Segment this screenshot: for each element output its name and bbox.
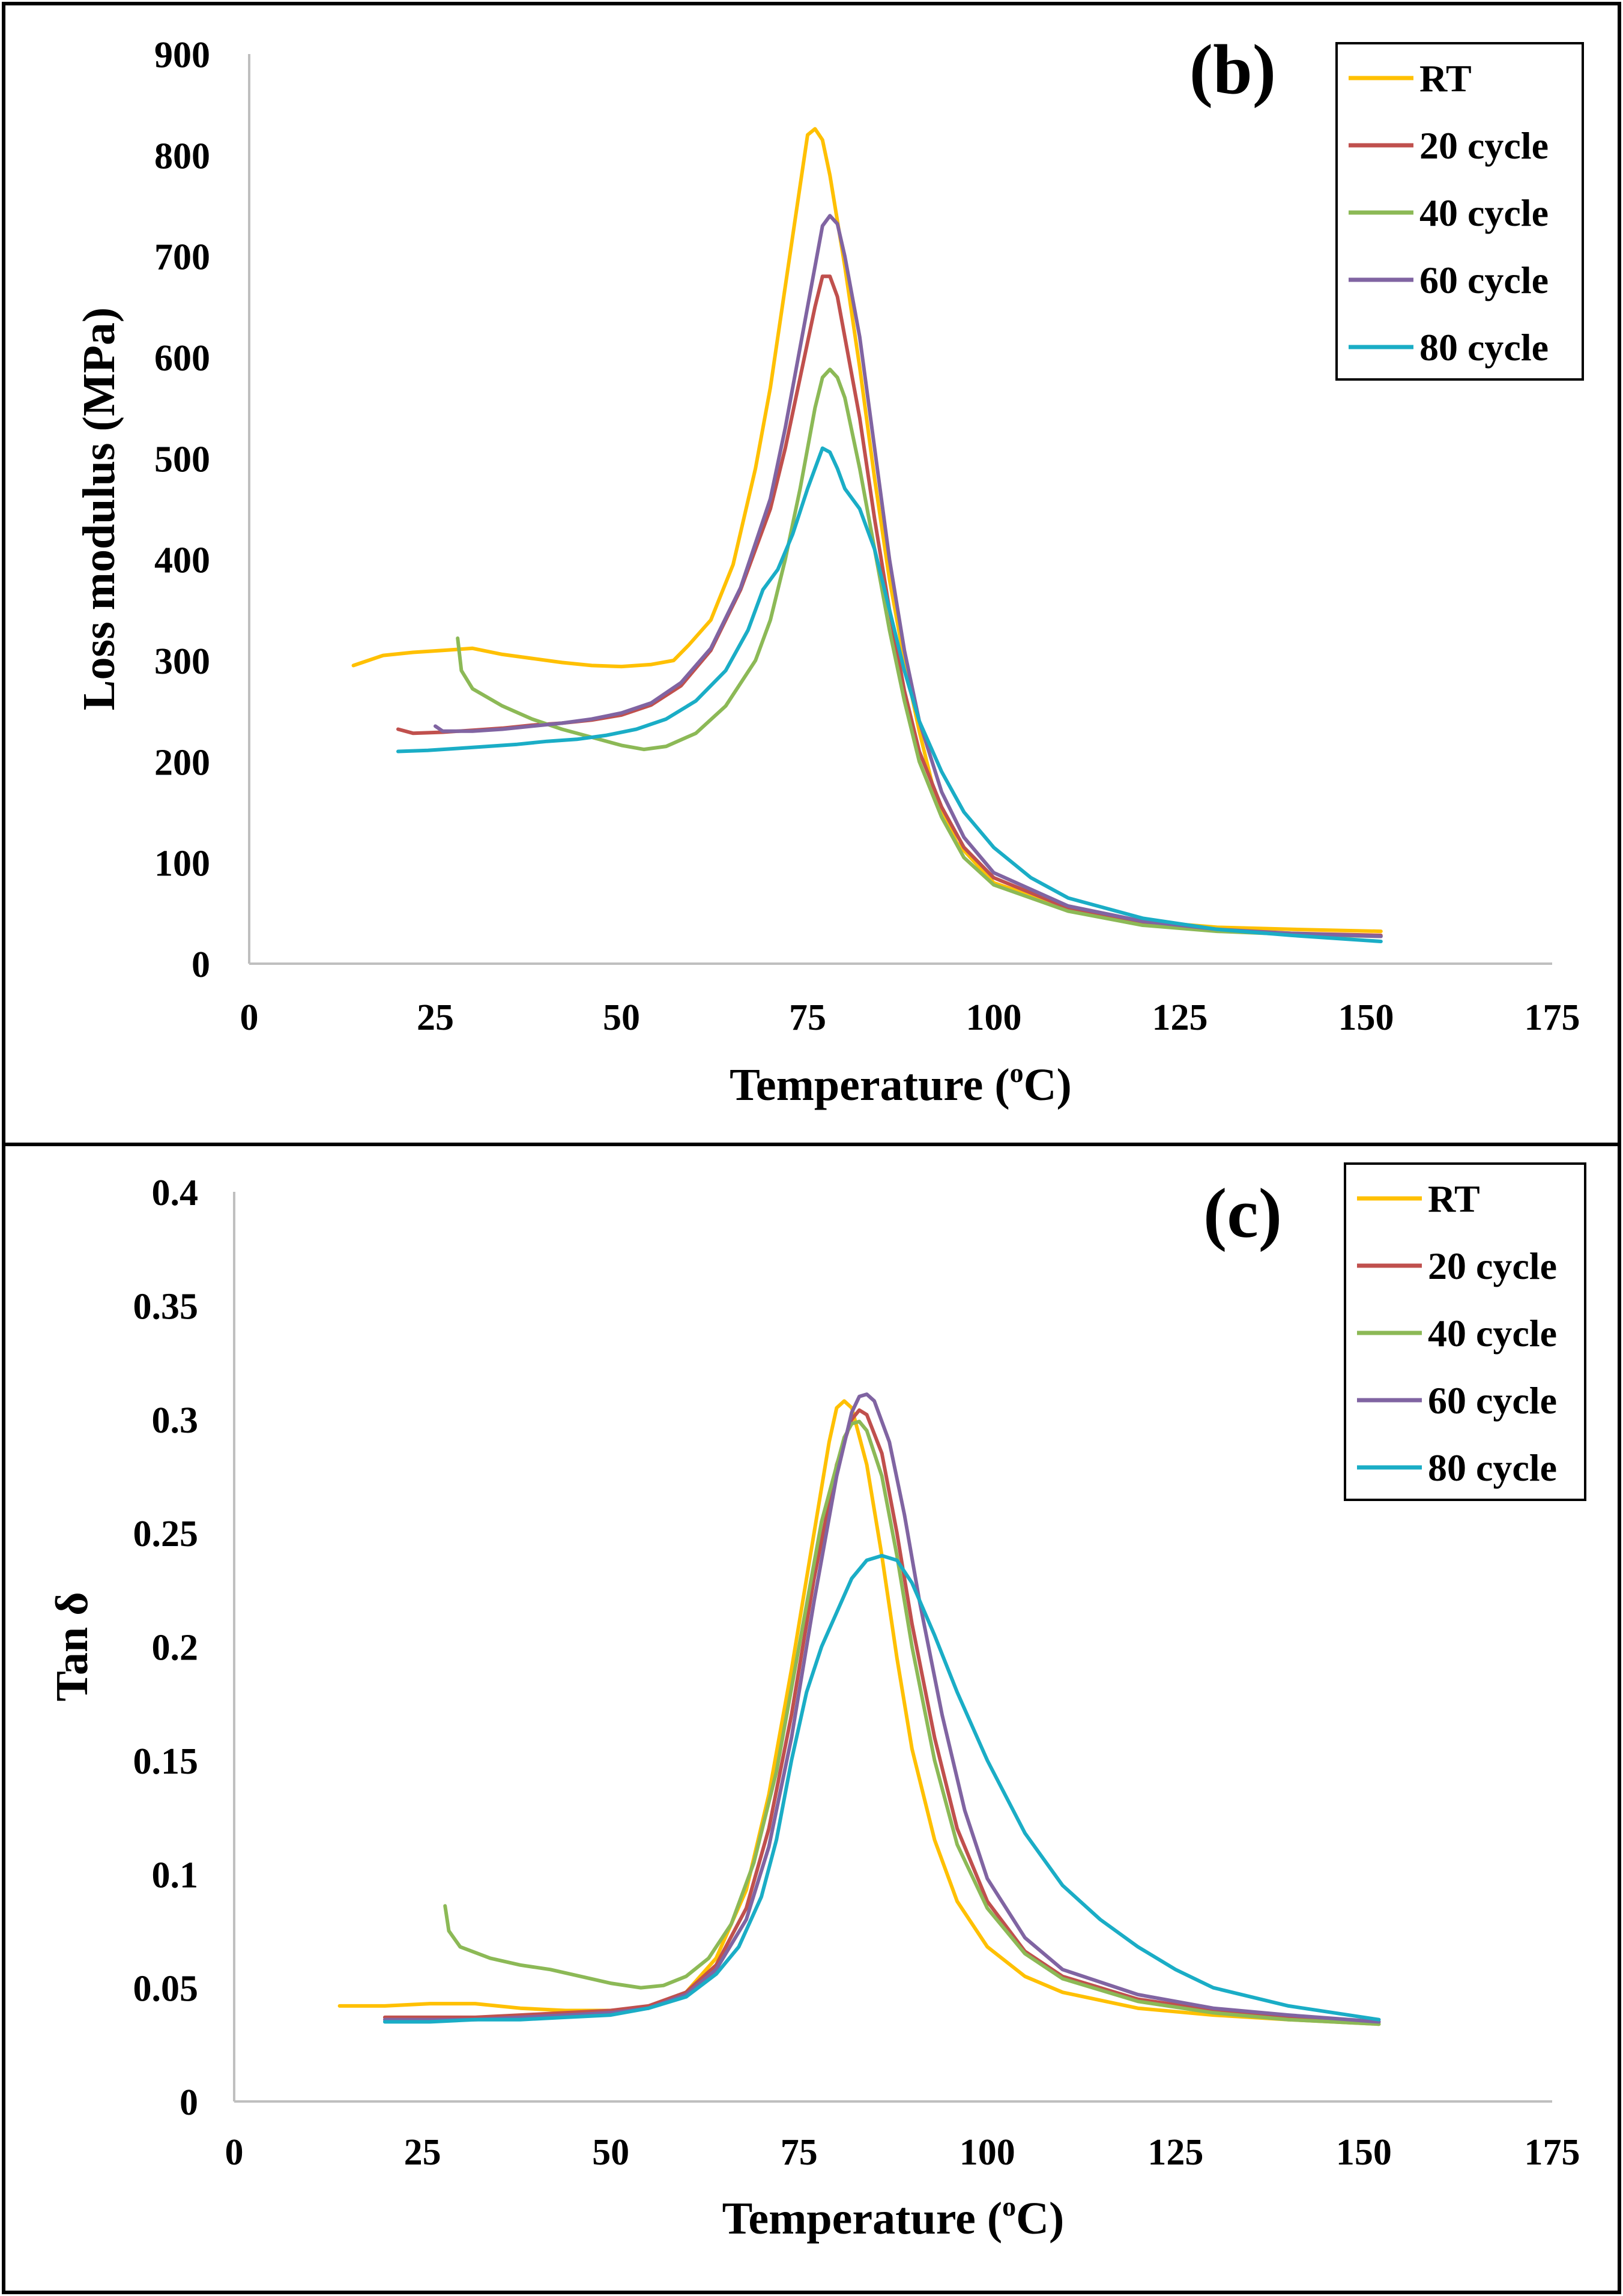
x-axis-label: Temperature (oC)	[722, 2191, 1065, 2244]
y-axis-label: Loss modulus (MPa)	[74, 307, 124, 710]
y-tick-label: 600	[154, 338, 210, 379]
y-tick-label: 0.3	[152, 1400, 199, 1441]
series-line-80-cycle	[382, 1554, 1381, 2024]
series-line-60-cycle	[434, 214, 1383, 938]
series-line-40-cycle	[443, 1419, 1381, 2026]
y-tick-label: 0.25	[133, 1514, 199, 1554]
x-axis-label-main: Temperature (	[722, 2193, 1002, 2244]
legend-label: 40 cycle	[1428, 1312, 1557, 1355]
series-line-rt	[337, 1399, 1381, 2026]
y-tick-label: 0.15	[133, 1741, 199, 1782]
x-tick-label: 150	[1338, 997, 1394, 1038]
legend-label: RT	[1428, 1177, 1480, 1220]
y-tick-label: 0.1	[152, 1855, 199, 1896]
x-axis-label-superscript: o	[1002, 2191, 1016, 2222]
tan-delta-chart: 0 0.05 0.1 0.15 0.2 0.25 0.3 0.35 0.4 0 25 50 75 100 1…	[47, 1162, 1586, 2244]
y-tick-label: 500	[154, 439, 210, 480]
y-tick-label: 300	[154, 641, 210, 682]
x-tick-label: 100	[960, 2132, 1015, 2173]
x-tick-label: 75	[789, 997, 826, 1038]
series-line-60-cycle	[382, 1392, 1381, 2024]
legend-label: RT	[1419, 57, 1472, 100]
y-tick-label: 0.05	[133, 1969, 199, 2010]
y-tick-label: 800	[154, 136, 210, 177]
x-tick-label: 50	[592, 2132, 629, 2173]
x-tick-label: 125	[1147, 2132, 1203, 2173]
loss-modulus-chart: 0 100 200 300 400 500 600 700 800 900 0 25 50 75 100 12…	[74, 30, 1584, 1110]
panel-label: (b)	[1189, 30, 1276, 109]
legend-label: 20 cycle	[1419, 124, 1549, 167]
y-axis-label: Tan δ	[47, 1592, 97, 1701]
y-tick-label: 0	[180, 2082, 198, 2123]
x-tick-label: 175	[1525, 2132, 1580, 2173]
x-tick-label: 0	[225, 2132, 244, 2173]
x-axis-label-tail: C)	[1016, 2193, 1064, 2244]
legend-label: 60 cycle	[1419, 259, 1549, 301]
y-tick-label: 100	[154, 844, 210, 884]
x-tick-label: 175	[1525, 997, 1580, 1038]
series-line-80-cycle	[396, 446, 1383, 943]
y-tick-label: 0	[192, 944, 210, 985]
y-tick-label: 900	[154, 35, 210, 76]
x-tick-label: 150	[1336, 2132, 1392, 2173]
legend-label: 80 cycle	[1419, 326, 1549, 369]
x-tick-label: 100	[966, 997, 1022, 1038]
x-tick-label: 75	[781, 2132, 818, 2173]
y-tick-label: 0.35	[133, 1286, 199, 1327]
panel-c-border	[2, 1143, 1621, 2294]
x-tick-label: 125	[1152, 997, 1208, 1038]
legend-label: 60 cycle	[1428, 1379, 1557, 1422]
x-axis-label-tail: C)	[1024, 1060, 1072, 1110]
y-tick-label: 0.2	[152, 1628, 199, 1669]
x-tick-label: 25	[417, 997, 454, 1038]
legend-label: 20 cycle	[1428, 1245, 1557, 1287]
x-tick-label: 0	[240, 997, 259, 1038]
x-axis-label: Temperature (oC)	[730, 1057, 1072, 1110]
x-axis-label-main: Temperature (	[730, 1060, 1009, 1110]
x-axis-label-superscript: o	[1010, 1057, 1024, 1088]
series-line-40-cycle	[456, 367, 1383, 938]
y-tick-label: 0.4	[152, 1173, 199, 1213]
x-tick-label: 25	[404, 2132, 441, 2173]
y-tick-label: 200	[154, 742, 210, 783]
y-tick-label: 400	[154, 540, 210, 581]
legend-label: 80 cycle	[1428, 1446, 1557, 1489]
y-tick-label: 700	[154, 237, 210, 278]
x-tick-label: 50	[603, 997, 640, 1038]
legend-label: 40 cycle	[1419, 192, 1549, 234]
panel-label: (c)	[1203, 1174, 1282, 1252]
